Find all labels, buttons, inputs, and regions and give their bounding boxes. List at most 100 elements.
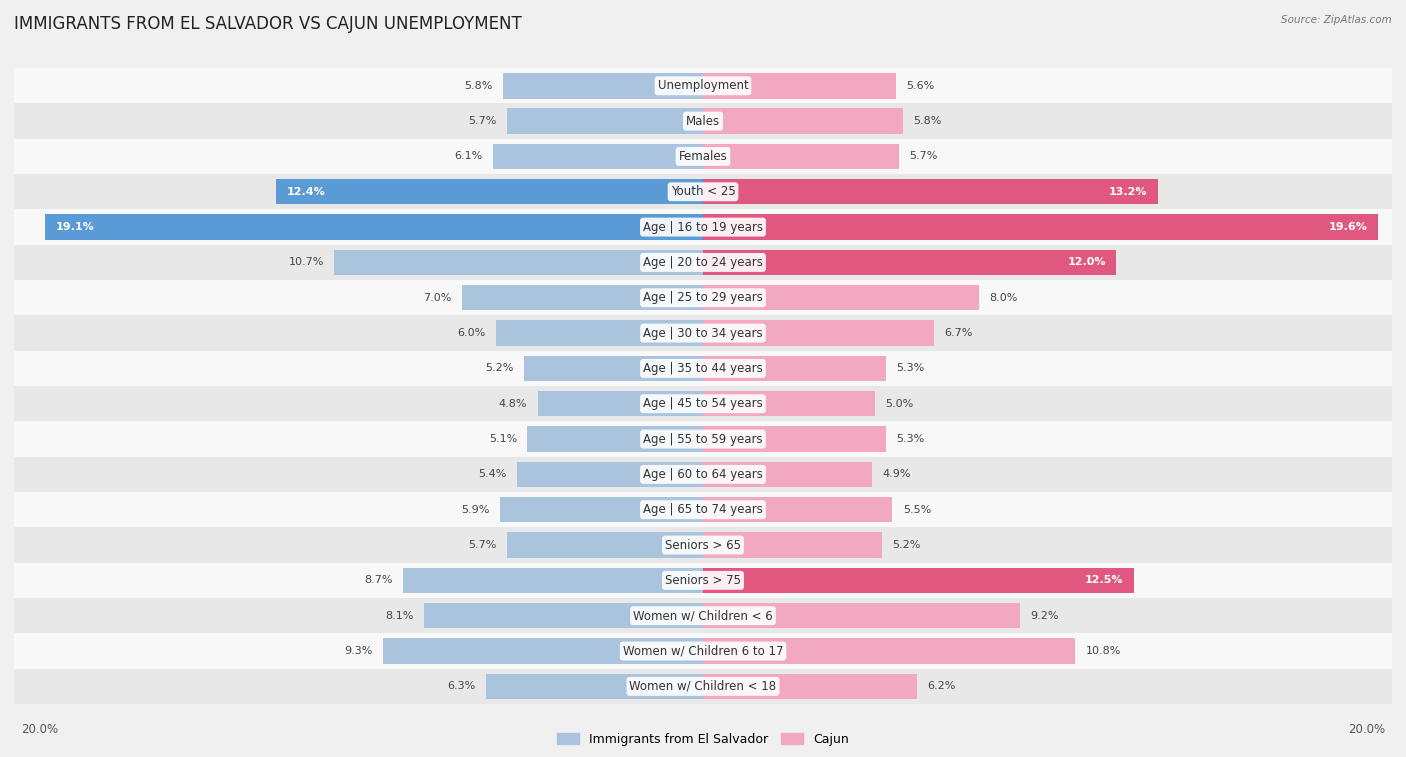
Text: Age | 25 to 29 years: Age | 25 to 29 years <box>643 291 763 304</box>
Bar <box>537 391 703 416</box>
Text: Unemployment: Unemployment <box>658 79 748 92</box>
Text: 5.4%: 5.4% <box>478 469 506 479</box>
Text: Age | 16 to 19 years: Age | 16 to 19 years <box>643 220 763 234</box>
Text: 6.1%: 6.1% <box>454 151 482 161</box>
Text: 19.1%: 19.1% <box>55 222 94 232</box>
Bar <box>14 350 1392 386</box>
Bar <box>14 316 1392 350</box>
Text: 5.2%: 5.2% <box>485 363 513 373</box>
Bar <box>703 426 886 452</box>
Text: 5.9%: 5.9% <box>461 505 489 515</box>
Text: Women w/ Children < 6: Women w/ Children < 6 <box>633 609 773 622</box>
Text: 12.5%: 12.5% <box>1085 575 1123 585</box>
Bar <box>461 285 703 310</box>
Bar <box>703 144 900 169</box>
Text: 5.7%: 5.7% <box>468 540 496 550</box>
Text: 5.8%: 5.8% <box>912 116 942 126</box>
Text: 12.4%: 12.4% <box>287 187 325 197</box>
Bar <box>45 214 703 240</box>
Text: Age | 30 to 34 years: Age | 30 to 34 years <box>643 326 763 340</box>
Legend: Immigrants from El Salvador, Cajun: Immigrants from El Salvador, Cajun <box>551 727 855 751</box>
Text: Age | 35 to 44 years: Age | 35 to 44 years <box>643 362 763 375</box>
Bar <box>276 179 703 204</box>
Bar <box>506 108 703 134</box>
Text: 8.1%: 8.1% <box>385 611 413 621</box>
Text: 4.8%: 4.8% <box>499 399 527 409</box>
Text: 5.2%: 5.2% <box>893 540 921 550</box>
Bar <box>703 638 1076 664</box>
Bar <box>703 568 1133 593</box>
Bar <box>14 174 1392 210</box>
Text: 5.0%: 5.0% <box>886 399 914 409</box>
Text: 5.1%: 5.1% <box>489 434 517 444</box>
Text: 5.7%: 5.7% <box>468 116 496 126</box>
Text: 19.6%: 19.6% <box>1329 222 1368 232</box>
Bar <box>703 532 882 558</box>
Bar <box>335 250 703 275</box>
Bar <box>14 422 1392 456</box>
Text: Source: ZipAtlas.com: Source: ZipAtlas.com <box>1281 15 1392 25</box>
Text: 10.8%: 10.8% <box>1085 646 1121 656</box>
Bar <box>703 320 934 346</box>
Bar <box>703 250 1116 275</box>
Text: 9.2%: 9.2% <box>1031 611 1059 621</box>
Bar <box>14 280 1392 316</box>
Bar <box>703 73 896 98</box>
Bar <box>14 104 1392 139</box>
Text: Women w/ Children 6 to 17: Women w/ Children 6 to 17 <box>623 644 783 658</box>
Bar <box>703 497 893 522</box>
Bar <box>703 214 1378 240</box>
Bar <box>14 528 1392 562</box>
Text: 4.9%: 4.9% <box>882 469 911 479</box>
Bar <box>425 603 703 628</box>
Bar <box>14 562 1392 598</box>
Bar <box>703 179 1157 204</box>
Text: Age | 45 to 54 years: Age | 45 to 54 years <box>643 397 763 410</box>
Bar <box>703 603 1019 628</box>
Bar <box>14 634 1392 668</box>
Text: 5.6%: 5.6% <box>907 81 935 91</box>
Text: 20.0%: 20.0% <box>1348 723 1385 736</box>
Bar <box>499 497 703 522</box>
Bar <box>14 245 1392 280</box>
Bar <box>14 386 1392 422</box>
Text: 12.0%: 12.0% <box>1067 257 1107 267</box>
Bar <box>703 108 903 134</box>
Text: 6.7%: 6.7% <box>945 328 973 338</box>
Text: Seniors > 65: Seniors > 65 <box>665 538 741 552</box>
Bar <box>527 426 703 452</box>
Bar <box>506 532 703 558</box>
Bar <box>382 638 703 664</box>
Bar <box>14 492 1392 528</box>
Bar <box>14 68 1392 104</box>
Bar <box>14 456 1392 492</box>
Bar <box>517 462 703 487</box>
Text: 6.2%: 6.2% <box>927 681 955 691</box>
Bar <box>503 73 703 98</box>
Bar <box>703 462 872 487</box>
Text: 5.7%: 5.7% <box>910 151 938 161</box>
Bar <box>703 356 886 381</box>
Text: Seniors > 75: Seniors > 75 <box>665 574 741 587</box>
Bar <box>14 598 1392 634</box>
Text: 6.0%: 6.0% <box>458 328 486 338</box>
Bar <box>703 391 875 416</box>
Bar <box>494 144 703 169</box>
Text: 5.3%: 5.3% <box>896 434 924 444</box>
Text: 8.0%: 8.0% <box>988 293 1018 303</box>
Text: 13.2%: 13.2% <box>1109 187 1147 197</box>
Bar <box>14 210 1392 245</box>
Text: 5.8%: 5.8% <box>464 81 494 91</box>
Bar <box>524 356 703 381</box>
Text: 7.0%: 7.0% <box>423 293 451 303</box>
Text: 20.0%: 20.0% <box>21 723 58 736</box>
Bar <box>404 568 703 593</box>
Text: 9.3%: 9.3% <box>344 646 373 656</box>
Bar <box>14 668 1392 704</box>
Text: Age | 55 to 59 years: Age | 55 to 59 years <box>643 432 763 446</box>
Text: 6.3%: 6.3% <box>447 681 475 691</box>
Text: 10.7%: 10.7% <box>288 257 323 267</box>
Bar <box>486 674 703 699</box>
Text: Males: Males <box>686 114 720 128</box>
Text: Women w/ Children < 18: Women w/ Children < 18 <box>630 680 776 693</box>
